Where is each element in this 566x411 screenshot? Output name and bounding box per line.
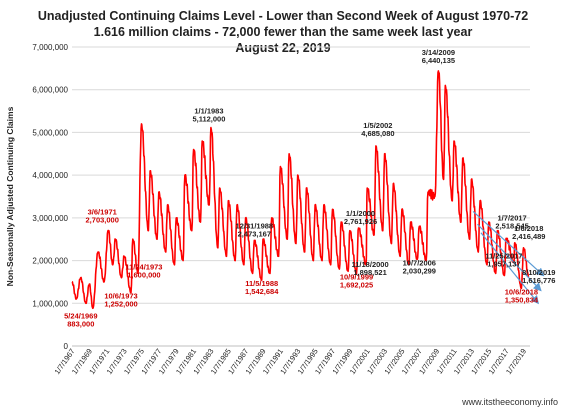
annotation-date: 10/9/1999 [340,273,373,282]
annotation-value: 1,616,776 [522,276,555,285]
trend-arrow [477,223,542,292]
annotation-date: 1/7/2017 [498,213,527,222]
annotation-date: 11/5/1988 [245,279,278,288]
annotation-value: 1,350,834 [505,295,539,304]
annotation-value: 2,030,299 [403,266,436,275]
annotation-value: 2,473,167 [238,229,271,238]
annotation-date: 10/7/2006 [403,258,436,267]
annotation-value: 1,542,684 [245,287,279,296]
annotation-date: 3/14/2009 [422,48,455,57]
annotation-value: 1,600,000 [127,271,160,280]
annotation-date: 3/6/1971 [88,208,117,217]
y-tick-label: 0 [64,342,69,351]
annotation-date: 11/18/2000 [352,260,389,269]
source-credit: www.itstheeconomy.info [462,397,558,407]
annotation-value: 2,416,489 [512,232,545,241]
annotation-value: 5,112,000 [192,115,225,124]
annotation-value: 1,898,521 [353,268,386,277]
annotation-value: 2,703,000 [86,216,119,225]
annotation-value: 4,685,080 [361,129,394,138]
annotation-value: 1,252,000 [104,300,137,309]
annotation-value: 2,761,926 [344,217,377,226]
trend-arrow [480,232,540,305]
annotation-value: 2,518,545 [495,221,528,230]
annotation-date: 8/10/2019 [522,268,555,277]
y-tick-label: 6,000,000 [32,86,68,95]
annotation-date: 1/1/1983 [194,107,223,116]
chart-date: August 22, 2019 [235,41,331,55]
annotation-date: 11/25/2017 [485,251,522,260]
claims-series-line [71,70,530,310]
annotation-date: 12/31/1988 [236,221,274,230]
annotation-date: 1/5/2002 [363,121,392,130]
y-tick-label: 7,000,000 [32,43,68,52]
trend-arrow [472,211,545,277]
y-tick-label: 3,000,000 [32,214,68,223]
annotation-value: 6,440,135 [422,56,455,65]
y-tick-label: 2,000,000 [32,257,68,266]
chart-subtitle: 1.616 million claims - 72,000 fewer than… [93,25,473,39]
annotation-date: 5/24/1969 [64,311,97,320]
annotation-date: 10/6/1973 [104,292,137,301]
annotation-date: 1/1/2000 [346,209,375,218]
annotation-value: 883,000 [67,319,94,328]
annotation-value: 1,957,137 [487,259,520,268]
chart-title: Unadjusted Continuing Claims Level - Low… [37,9,529,23]
annotation-date: 11/24/1973 [125,263,162,272]
y-tick-label: 1,000,000 [32,299,68,308]
y-tick-label: 4,000,000 [32,171,68,180]
annotation-date: 1/6/2018 [514,224,543,233]
y-tick-label: 5,000,000 [32,128,68,137]
annotation-value: 1,692,025 [340,281,373,290]
annotation-date: 10/6/2018 [505,287,538,296]
y-axis-label: Non-Seasonally Adjusted Continuing Claim… [5,106,15,286]
